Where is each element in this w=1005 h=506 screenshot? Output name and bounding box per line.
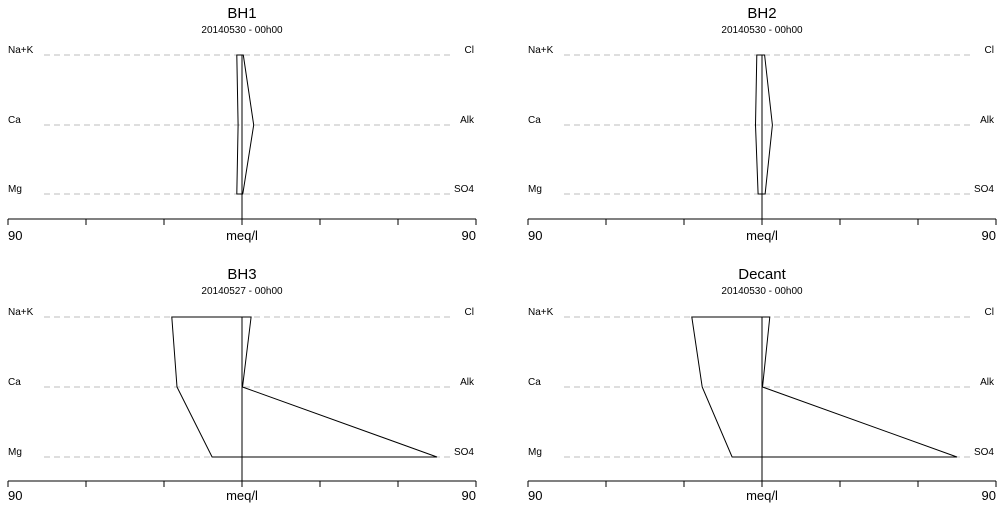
x-axis-label: meq/l [226, 228, 258, 243]
x-tick-label: 90 [462, 228, 476, 243]
cation-label: Na+K [528, 45, 554, 56]
x-tick-label: 90 [528, 488, 542, 503]
anion-label: SO4 [454, 447, 474, 458]
panel-subtitle: 20140527 - 00h00 [201, 286, 283, 297]
cation-label: Ca [8, 377, 21, 388]
x-axis-label: meq/l [226, 488, 258, 503]
panel-title: BH2 [747, 5, 776, 22]
stiff-polygon [691, 316, 958, 458]
x-tick-label: 90 [528, 228, 542, 243]
panel-title: BH3 [227, 266, 256, 283]
x-tick-label: 90 [462, 488, 476, 503]
x-tick-label: 90 [982, 488, 996, 503]
stiff-polygon [171, 316, 438, 458]
cation-label: Na+K [8, 45, 34, 56]
anion-label: SO4 [974, 447, 994, 458]
anion-label: Alk [460, 377, 475, 388]
anion-label: Cl [985, 307, 994, 318]
panel-title: BH1 [227, 5, 256, 22]
stiff-polygon [236, 54, 255, 195]
stiff-panel-2: BH2 20140530 - 00h00 Na+K Cl Ca Alk Mg SO4 90 90 m… [527, 5, 997, 243]
stiff-panel-1: BH1 20140530 - 00h00 Na+K Cl Ca Alk Mg SO4 90 90 m… [7, 5, 477, 243]
stiff-polygon [754, 54, 773, 195]
x-axis-label: meq/l [746, 488, 778, 503]
stiff-panel-3: BH3 20140527 - 00h00 Na+K Cl Ca Alk Mg SO4 90 90 m… [7, 266, 477, 503]
cation-label: Mg [8, 447, 22, 458]
anion-label: SO4 [974, 184, 994, 195]
cation-label: Mg [528, 447, 542, 458]
stiff-panel-4: Decant 20140530 - 00h00 Na+K Cl Ca Alk Mg SO4 90… [527, 266, 997, 503]
anion-label: Cl [985, 45, 994, 56]
anion-label: Cl [465, 45, 474, 56]
x-tick-label: 90 [8, 228, 22, 243]
cation-label: Na+K [8, 307, 34, 318]
panel-subtitle: 20140530 - 00h00 [201, 25, 283, 36]
panel-subtitle: 20140530 - 00h00 [721, 286, 803, 297]
anion-label: Alk [460, 115, 475, 126]
anion-label: Cl [465, 307, 474, 318]
x-axis-label: meq/l [746, 228, 778, 243]
anion-label: Alk [980, 377, 995, 388]
panel-title: Decant [738, 266, 786, 283]
cation-label: Mg [8, 184, 22, 195]
cation-label: Ca [528, 377, 541, 388]
cation-label: Na+K [528, 307, 554, 318]
panel-subtitle: 20140530 - 00h00 [721, 25, 803, 36]
x-tick-label: 90 [982, 228, 996, 243]
cation-label: Ca [528, 115, 541, 126]
anion-label: Alk [980, 115, 995, 126]
cation-label: Mg [528, 184, 542, 195]
x-tick-label: 90 [8, 488, 22, 503]
cation-label: Ca [8, 115, 21, 126]
anion-label: SO4 [454, 184, 474, 195]
